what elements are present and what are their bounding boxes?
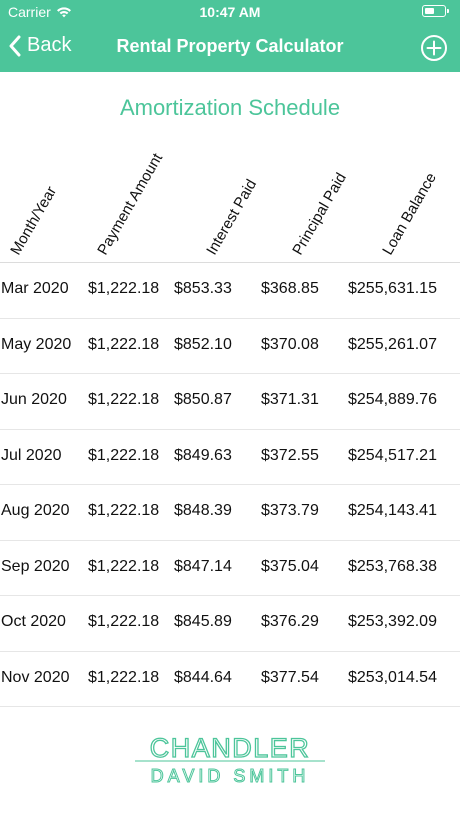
column-header-payment: Payment Amount <box>94 150 167 258</box>
schedule-title: Amortization Schedule <box>119 95 341 120</box>
column-header-principal: Principal Paid <box>289 170 350 258</box>
app-header: Carrier 10:47 AM Back Rental Property Ca… <box>0 0 460 72</box>
cell-interest: $848.39 <box>174 502 232 519</box>
cell-principal: $377.54 <box>261 668 319 686</box>
cell-interest: $847.14 <box>174 557 232 575</box>
table-row: Oct 2020 $1,222.18 $845.89 $376.29 $253,392.… <box>0 596 460 652</box>
cell-principal: $375.04 <box>261 557 319 575</box>
table-row: Nov 2020 $1,222.18 $844.64 $377.54 $253,014.… <box>0 652 460 707</box>
battery-icon <box>422 5 449 17</box>
chandler-david-smith-logo: CHANDLER DAVID SMITH <box>135 732 325 787</box>
cell-principal: $370.08 <box>261 335 319 353</box>
battery-level <box>424 7 435 14</box>
cell-interest: $850.87 <box>174 391 232 408</box>
cell-payment: $1,222.18 <box>88 557 160 575</box>
cell-payment: $1,222.18 <box>88 446 160 464</box>
cell-interest: $853.33 <box>174 280 232 297</box>
cell-month: Mar 2020 <box>1 280 69 297</box>
cell-month: Aug 2020 <box>1 502 70 519</box>
cell-balance: $253,014.54 <box>348 668 437 686</box>
back-button[interactable]: Back <box>8 34 71 57</box>
column-header-balance: Loan Balance <box>379 170 440 258</box>
cell-payment: $1,222.18 <box>88 280 160 297</box>
wifi-icon <box>56 7 71 18</box>
cell-principal: $373.79 <box>261 502 319 519</box>
cell-interest: $845.89 <box>174 613 232 630</box>
cell-principal: $376.29 <box>261 613 319 630</box>
cell-payment: $1,222.18 <box>88 335 160 353</box>
cell-balance: $254,517.21 <box>348 446 437 464</box>
cell-month: Oct 2020 <box>1 613 66 630</box>
cell-interest: $852.10 <box>174 335 232 353</box>
table-row: Jun 2020 $1,222.18 $850.87 $371.31 $254,889.… <box>0 374 460 430</box>
cell-month: Jun 2020 <box>1 391 67 408</box>
cell-balance: $254,143.41 <box>348 502 437 519</box>
plus-circle-icon[interactable] <box>420 34 448 62</box>
cell-month: May 2020 <box>1 335 72 353</box>
cell-principal: $371.31 <box>261 391 319 408</box>
cell-balance: $253,768.38 <box>348 557 437 575</box>
carrier-indicator: Carrier <box>8 4 72 20</box>
table-row: May 2020 $1,222.18 $852.10 $370.08 $255,261.… <box>0 319 460 374</box>
status-bar: Carrier 10:47 AM <box>0 0 460 24</box>
cell-interest: $849.63 <box>174 446 232 464</box>
cell-principal: $372.55 <box>261 446 319 464</box>
cell-month: Sep 2020 <box>1 557 70 575</box>
cell-payment: $1,222.18 <box>88 613 160 630</box>
table-row: Sep 2020 $1,222.18 $847.14 $375.04 $253,768.… <box>0 541 460 596</box>
chevron-left-icon <box>9 35 21 56</box>
table-row: Mar 2020 $1,222.18 $853.33 $368.85 $255,631.… <box>0 263 460 319</box>
column-headers: Month/Year Payment Amount Interest Paid … <box>0 125 460 260</box>
navigation-bar: Back Rental Property Calculator <box>0 24 460 72</box>
cell-month: Jul 2020 <box>1 446 62 464</box>
cell-payment: $1,222.18 <box>88 391 160 408</box>
back-label: Back <box>27 34 72 56</box>
column-header-month: Month/Year <box>7 183 61 258</box>
column-header-interest: Interest Paid <box>203 176 261 258</box>
table-row: Jul 2020 $1,222.18 $849.63 $372.55 $254,517.… <box>0 430 460 485</box>
cell-month: Nov 2020 <box>1 668 70 686</box>
cell-principal: $368.85 <box>261 280 319 297</box>
logo-line-1: CHANDLER <box>150 733 311 763</box>
status-time: 10:47 AM <box>199 4 261 20</box>
battery-nub <box>447 9 449 13</box>
cell-payment: $1,222.18 <box>88 668 160 686</box>
logo-line-2: DAVID SMITH <box>151 766 310 786</box>
cell-balance: $255,261.07 <box>348 335 437 353</box>
amortization-table: Mar 2020 $1,222.18 $853.33 $368.85 $255,631.… <box>0 262 460 707</box>
cell-balance: $254,889.76 <box>348 391 437 408</box>
cell-balance: $255,631.15 <box>348 280 437 297</box>
page-title: Rental Property Calculator <box>116 36 344 56</box>
cell-balance: $253,392.09 <box>348 613 437 630</box>
carrier-label: Carrier <box>8 4 51 20</box>
table-row: Aug 2020 $1,222.18 $848.39 $373.79 $254,143.… <box>0 485 460 541</box>
cell-payment: $1,222.18 <box>88 502 160 519</box>
cell-interest: $844.64 <box>174 668 232 686</box>
